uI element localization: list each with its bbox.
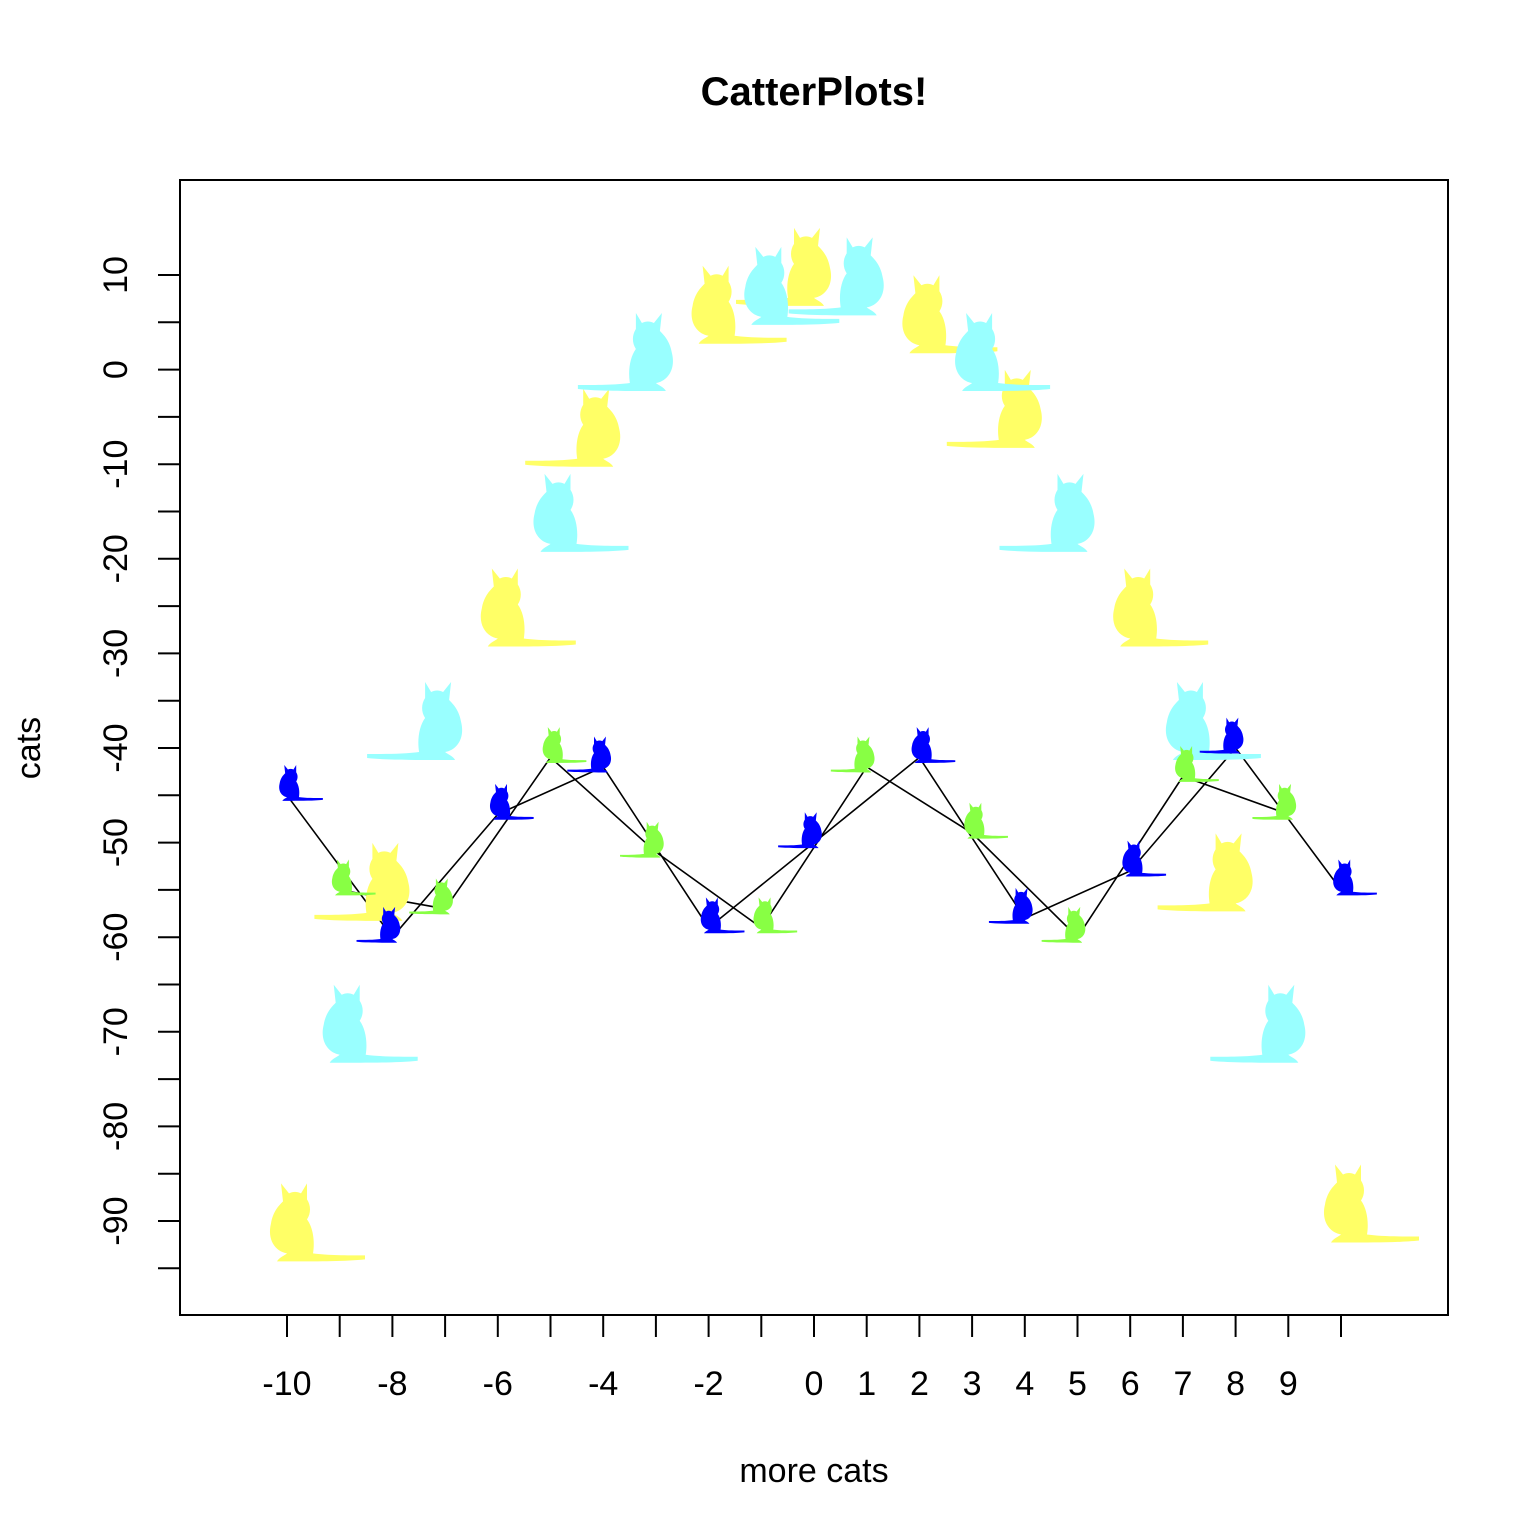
series-2-cat-point [577, 313, 673, 392]
series-3-cat-point [778, 812, 822, 849]
series-3-cat-point [988, 887, 1033, 924]
y-tick-label: -10 [97, 440, 135, 489]
x-tick-label: 5 [1068, 1365, 1087, 1403]
x-tick-label: -4 [588, 1365, 618, 1403]
x-tick-label: 0 [805, 1365, 824, 1403]
series-3-cat-point [1333, 859, 1377, 896]
x-tick-label: 3 [963, 1365, 982, 1403]
series-3-cat-point [279, 764, 323, 801]
series-2-cat-point [999, 473, 1095, 552]
series-1-cat-point [480, 568, 576, 647]
x-tick-label: -10 [262, 1365, 311, 1403]
x-axis-label: more cats [739, 1452, 888, 1490]
y-tick-label: 0 [97, 360, 135, 379]
y-tick-label: -30 [97, 629, 135, 678]
series-1-cat-point [525, 388, 621, 467]
plot-area-frame [179, 179, 1449, 1316]
x-axis: -10 -8 -6 -4 -2 0 1 2 3 4 5 6 7 8 9 [262, 1315, 1342, 1403]
y-tick-label: -20 [97, 534, 135, 583]
series-4-cat-point [542, 727, 587, 763]
x-tick-label: 8 [1226, 1365, 1245, 1403]
x-tick-label: -8 [377, 1365, 407, 1403]
y-tick-label: -90 [97, 1196, 135, 1245]
x-tick-label: 2 [910, 1365, 929, 1403]
y-tick-label: -80 [97, 1102, 135, 1151]
y-axis-label: cats [10, 717, 48, 779]
series-1-cat-point [269, 1183, 365, 1262]
series-2-cat-point [367, 682, 463, 760]
y-axis: -90 -80 -70 -60 -50 -40 -30 -20 -10 0 10 [97, 256, 180, 1270]
series-4-cat-point [1252, 783, 1297, 820]
series-2-cat-point [322, 984, 418, 1063]
series-4-cat-point [964, 802, 1008, 839]
x-tick-label: 1 [857, 1365, 876, 1403]
x-tick-label: 4 [1015, 1365, 1034, 1403]
series-3-cat-point [567, 736, 612, 773]
x-tick-label: 7 [1173, 1365, 1192, 1403]
x-tick-label: -2 [693, 1365, 723, 1403]
y-tick-label: -50 [97, 818, 135, 867]
x-tick-label: -6 [483, 1365, 513, 1403]
y-tick-label: -40 [97, 723, 135, 772]
series-1-cat-point [314, 842, 410, 921]
series-layer [269, 227, 1419, 1262]
series-2-cat-point [533, 473, 629, 552]
series-2-cat-point [955, 313, 1051, 392]
chart-title: CatterPlots! [701, 70, 928, 114]
series-1-cat-point [1157, 833, 1253, 912]
series-3-cat-point [911, 727, 956, 763]
x-tick-label: 6 [1121, 1365, 1140, 1403]
series-4-cat-point [1041, 906, 1086, 943]
series-2-cat-point [1165, 682, 1261, 760]
series-2-cat-point [1210, 984, 1306, 1063]
x-tick-label: 9 [1279, 1365, 1298, 1403]
series-3-cat-point [1122, 840, 1167, 877]
series-1-cat-point [1113, 568, 1209, 647]
series-4-cat-point [830, 736, 875, 773]
series-4-cat-point [753, 897, 798, 934]
y-tick-label: 10 [97, 256, 135, 294]
y-tick-label: -70 [97, 1007, 135, 1056]
series-3-cat-point [700, 897, 745, 934]
y-tick-label: -60 [97, 913, 135, 962]
series-1-cat-point [1323, 1164, 1419, 1243]
